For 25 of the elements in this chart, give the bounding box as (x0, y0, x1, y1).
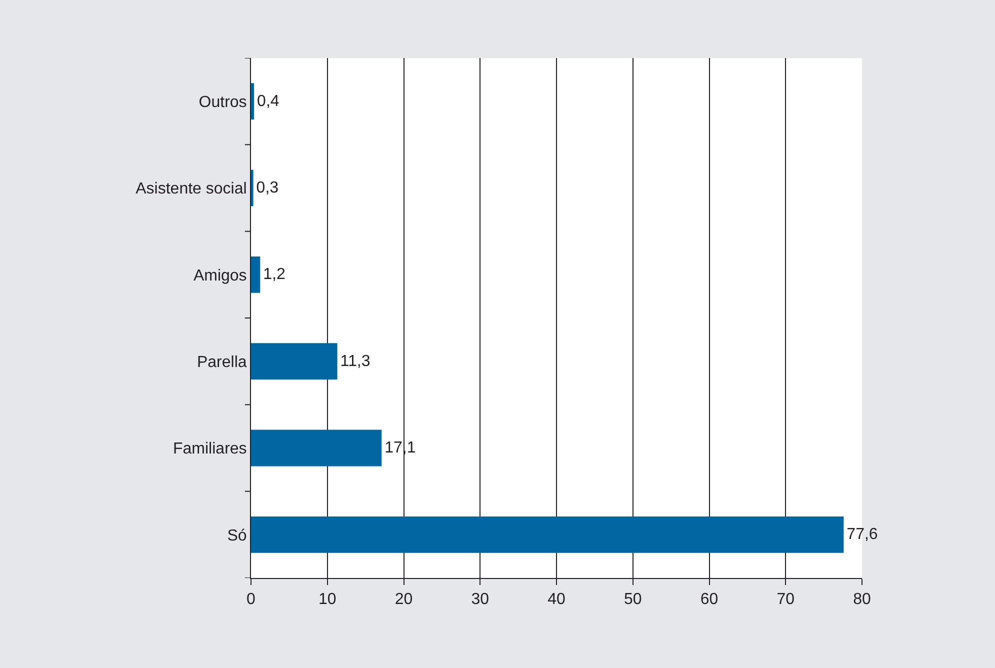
y-tick-label: Asistente social (136, 180, 247, 198)
bar (251, 430, 382, 466)
x-tick-label: 30 (471, 591, 490, 608)
data-label: 0,3 (256, 180, 279, 196)
x-tick-label: 70 (776, 591, 795, 608)
x-tick-label: 0 (246, 591, 256, 608)
y-tick-label: Parella (196, 354, 247, 371)
y-tick-label: Outros (198, 94, 247, 111)
data-label: 1,2 (263, 266, 286, 284)
bar (251, 516, 844, 553)
x-tick-label: 10 (318, 591, 336, 608)
y-tick-label: Só (227, 527, 247, 544)
y-tick-label: Amigos (193, 267, 247, 284)
bar (251, 343, 338, 380)
x-tick-label: 20 (394, 591, 413, 608)
y-tick-label: Familiares (173, 440, 247, 458)
x-tick-label: 40 (548, 591, 566, 608)
data-label: 11,3 (340, 352, 370, 370)
bar (251, 256, 260, 293)
bar (251, 83, 254, 120)
x-tick-label: 60 (700, 591, 718, 608)
x-tick-label: 80 (853, 591, 871, 608)
x-tick-label: 50 (624, 591, 642, 608)
data-label: 0,4 (257, 92, 280, 110)
data-label: 77,6 (846, 526, 878, 544)
